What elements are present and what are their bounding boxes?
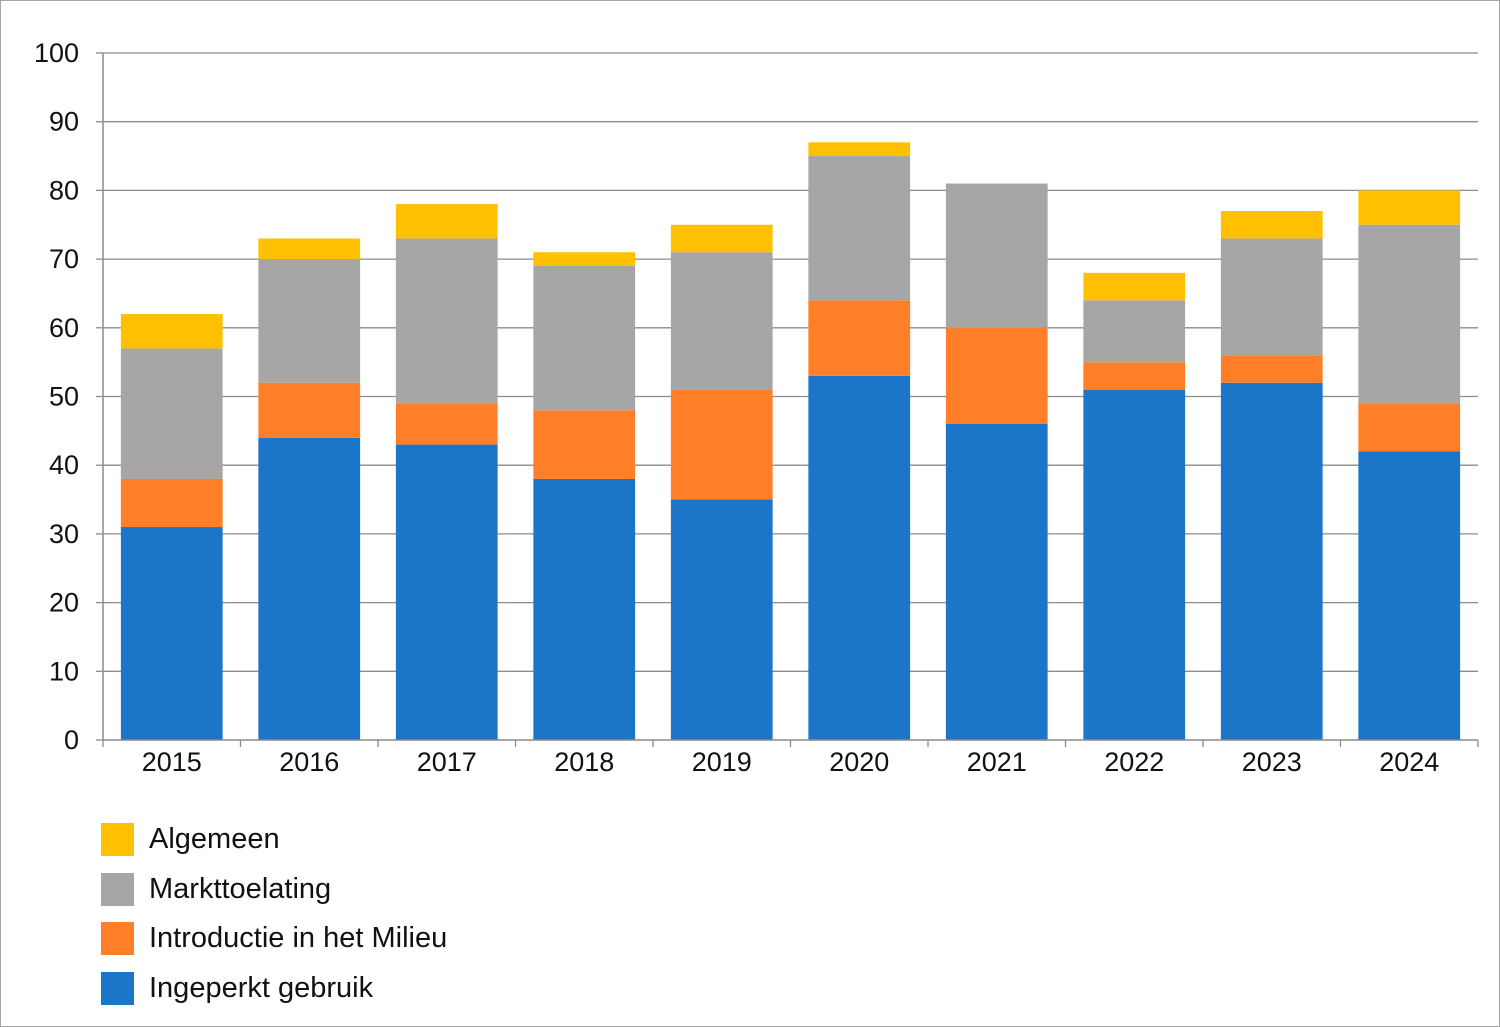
- bar-segment-ingeperkt-gebruik: [670, 499, 773, 740]
- legend-swatch: [101, 872, 134, 906]
- x-tick-label: 2015: [142, 747, 202, 777]
- bar-segment-algemeen: [1083, 272, 1186, 301]
- x-tick-label: 2019: [692, 747, 752, 777]
- y-tick-label: 0: [64, 725, 79, 755]
- bar-segment-ingeperkt-gebruik: [945, 423, 1048, 740]
- bar-segment-introductie-in-het-milieu: [670, 389, 773, 500]
- y-tick-label: 30: [49, 519, 79, 549]
- bar-segment-introductie-in-het-milieu: [1083, 362, 1186, 390]
- bars: [120, 142, 1461, 740]
- legend-swatch: [101, 971, 134, 1005]
- bar-segment-algemeen: [395, 204, 498, 239]
- y-tick-label: 70: [49, 244, 79, 274]
- y-tick-label: 60: [49, 313, 79, 343]
- bar-segment-algemeen: [120, 314, 223, 349]
- bar-segment-introductie-in-het-milieu: [120, 478, 223, 528]
- legend-label: Ingeperkt gebruik: [149, 971, 374, 1004]
- bar-segment-introductie-in-het-milieu: [258, 382, 361, 438]
- bar-segment-introductie-in-het-milieu: [808, 300, 911, 376]
- legend-label: Markttoelating: [149, 872, 332, 905]
- bar-segment-markttoelating: [120, 348, 223, 479]
- bar-segment-algemeen: [1358, 190, 1461, 225]
- bar-segment-ingeperkt-gebruik: [258, 437, 361, 740]
- bar-segment-introductie-in-het-milieu: [533, 410, 636, 479]
- bar-segment-markttoelating: [1083, 300, 1186, 363]
- bar-segment-markttoelating: [258, 259, 361, 383]
- legend: Algemeen Markttoelating Introductie in h…: [101, 815, 447, 1013]
- x-tick-label: 2016: [279, 747, 339, 777]
- bar-segment-introductie-in-het-milieu: [1220, 355, 1323, 383]
- bar-segment-markttoelating: [1358, 224, 1461, 404]
- legend-item-markttoelating: Markttoelating: [101, 865, 447, 915]
- bar-segment-algemeen: [1220, 211, 1323, 239]
- bar-segment-ingeperkt-gebruik: [533, 478, 636, 740]
- bar-segment-algemeen: [808, 142, 911, 157]
- legend-item-ingeperkt: Ingeperkt gebruik: [101, 964, 447, 1014]
- legend-swatch: [101, 922, 134, 956]
- legend-swatch: [101, 823, 134, 857]
- bar-segment-introductie-in-het-milieu: [1358, 403, 1461, 452]
- bar-segment-ingeperkt-gebruik: [120, 527, 223, 740]
- x-tick-label: 2020: [829, 747, 889, 777]
- bar-segment-markttoelating: [395, 238, 498, 404]
- legend-item-introductie: Introductie in het Milieu: [101, 914, 447, 964]
- bar-segment-markttoelating: [1220, 238, 1323, 356]
- y-axis-ticks: 0 10 20 30 40 50 60 70 80 90 100: [34, 38, 103, 755]
- bar-segment-ingeperkt-gebruik: [808, 375, 911, 740]
- x-tick-label: 2023: [1242, 747, 1302, 777]
- bar-segment-algemeen: [533, 252, 636, 266]
- bar-segment-markttoelating: [533, 265, 636, 411]
- legend-item-algemeen: Algemeen: [101, 815, 447, 865]
- x-tick-label: 2017: [417, 747, 477, 777]
- bar-segment-ingeperkt-gebruik: [1358, 451, 1461, 740]
- bar-segment-introductie-in-het-milieu: [395, 403, 498, 445]
- bar-segment-markttoelating: [945, 183, 1048, 328]
- x-axis-ticks: 2015 2016 2017 2018 2019 2020 2021 2022 2023 2024: [142, 747, 1440, 777]
- x-tick-label: 2018: [554, 747, 614, 777]
- bar-segment-algemeen: [258, 238, 361, 260]
- bar-segment-ingeperkt-gebruik: [1083, 389, 1186, 740]
- bar-segment-algemeen: [670, 224, 773, 253]
- x-tick-label: 2021: [967, 747, 1027, 777]
- y-tick-label: 90: [49, 107, 79, 137]
- axes: [102, 53, 1479, 747]
- x-tick-label: 2024: [1379, 747, 1439, 777]
- bar-segment-ingeperkt-gebruik: [395, 444, 498, 740]
- bar-segment-markttoelating: [808, 156, 911, 301]
- y-tick-label: 50: [49, 382, 79, 412]
- x-tick-label: 2022: [1104, 747, 1164, 777]
- y-tick-label: 10: [49, 656, 79, 686]
- bar-segment-introductie-in-het-milieu: [945, 327, 1048, 424]
- y-tick-label: 80: [49, 175, 79, 205]
- y-tick-label: 40: [49, 450, 79, 480]
- legend-label: Algemeen: [149, 823, 280, 856]
- y-tick-label: 20: [49, 588, 79, 618]
- legend-label: Introductie in het Milieu: [149, 922, 448, 955]
- bar-segment-markttoelating: [670, 252, 773, 390]
- bar-segment-ingeperkt-gebruik: [1220, 382, 1323, 740]
- y-tick-label: 100: [34, 38, 79, 68]
